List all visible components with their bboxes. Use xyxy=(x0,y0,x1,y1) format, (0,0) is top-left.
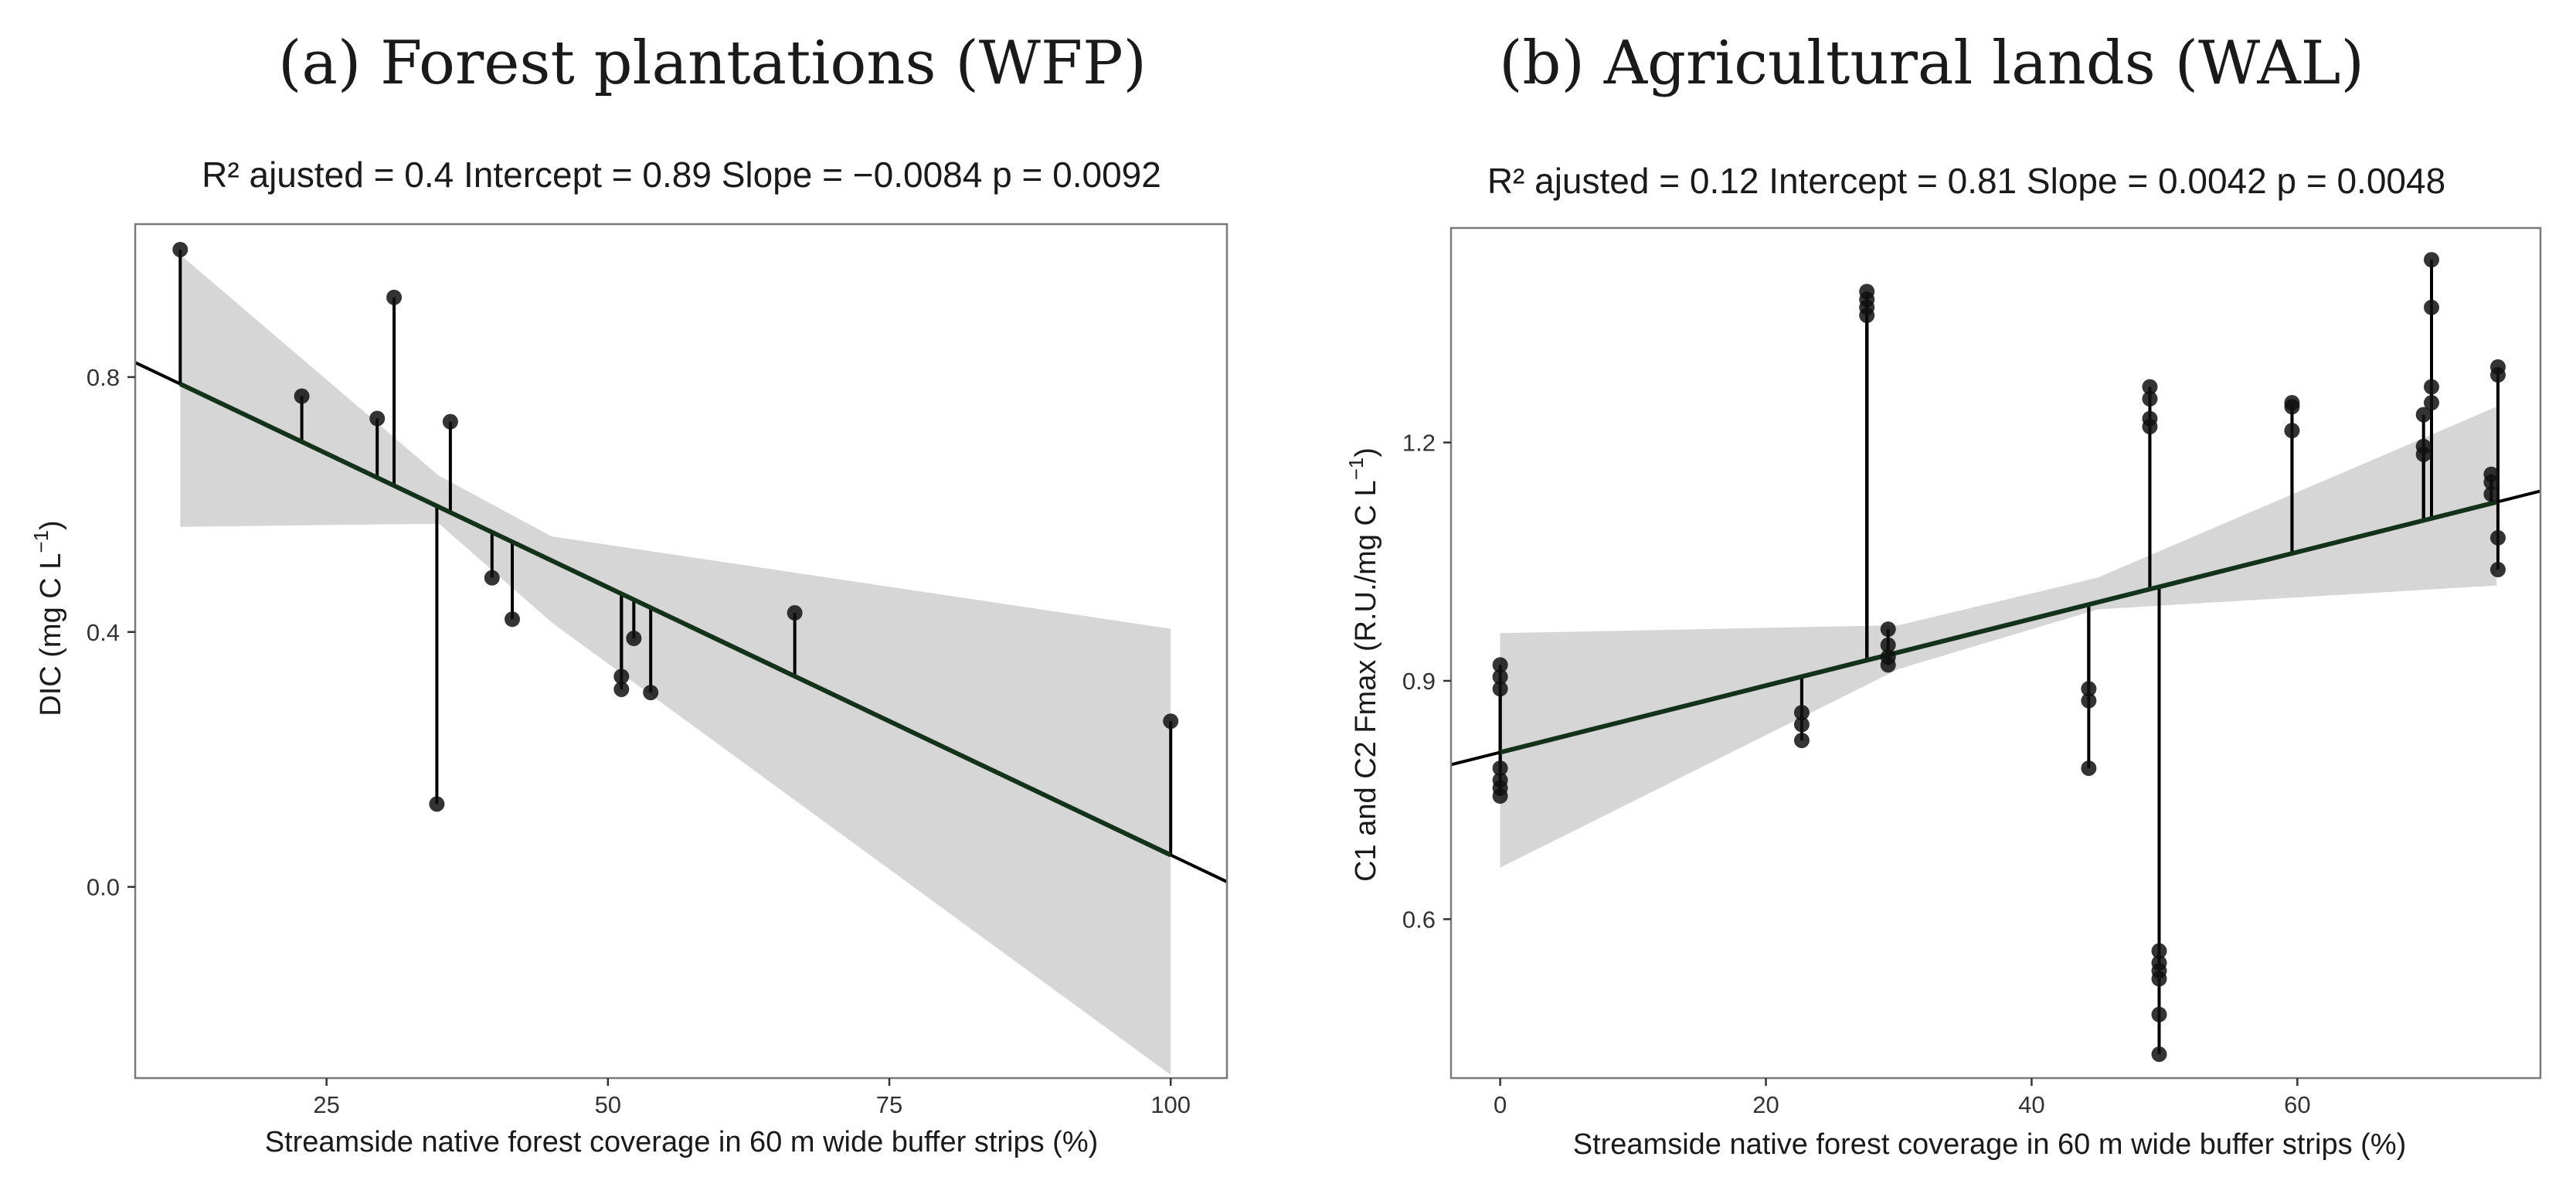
y-tick-label: 0.6 xyxy=(1402,906,1436,933)
data-point xyxy=(626,631,642,647)
y-axis-label-close: ) xyxy=(35,520,67,530)
data-point xyxy=(2284,399,2300,415)
data-point xyxy=(2489,562,2506,578)
y-tick-label: 0.8 xyxy=(87,364,120,391)
data-point xyxy=(386,289,403,305)
data-point xyxy=(369,410,386,427)
x-axis-label: Streamside native forest coverage in 60 … xyxy=(1573,1128,2407,1161)
y-axis-label-exponent: −1 xyxy=(29,530,53,553)
data-point xyxy=(2151,1046,2167,1063)
data-point xyxy=(1880,637,1896,653)
data-point xyxy=(1793,716,1810,733)
data-point xyxy=(2489,529,2506,546)
panel-title: (a) Forest plantations (WFP) xyxy=(278,29,1147,98)
data-point xyxy=(2151,971,2167,987)
panel-agricultural-lands: (b) Agricultural lands (WAL) R² ajusted … xyxy=(1344,29,2542,1161)
x-tick-label: 100 xyxy=(1150,1091,1191,1118)
plot-area: 25 50 75 100 0.0 0.4 0.8 xyxy=(87,223,1229,1118)
data-point xyxy=(2081,681,2097,697)
data-point xyxy=(172,241,189,257)
data-point xyxy=(2284,423,2300,439)
data-point xyxy=(1492,788,1508,805)
plot-area: 0 20 40 60 0.6 0.9 1.2 xyxy=(1402,226,2542,1118)
data-point xyxy=(1793,705,1810,721)
data-point xyxy=(2142,419,2158,435)
y-axis-label-exponent: −1 xyxy=(1344,458,1368,481)
y-tick-label: 0.4 xyxy=(87,619,120,646)
confidence-band xyxy=(180,254,1171,1075)
data-point xyxy=(484,570,500,586)
data-point xyxy=(2424,299,2439,315)
y-tick-label: 0.9 xyxy=(1402,668,1436,695)
x-tick-label: 60 xyxy=(2284,1091,2310,1118)
data-point xyxy=(1492,657,1508,673)
data-point xyxy=(2489,367,2506,383)
data-point xyxy=(613,668,630,685)
data-point xyxy=(2424,379,2439,395)
data-point xyxy=(294,388,310,404)
data-point xyxy=(2415,446,2432,462)
x-axis-label: Streamside native forest coverage in 60 … xyxy=(265,1126,1099,1158)
regression-stats: R² ajusted = 0.12 Intercept = 0.81 Slope… xyxy=(1487,161,2445,201)
regression-stats: R² ajusted = 0.4 Intercept = 0.89 Slope … xyxy=(202,155,1161,195)
data-point xyxy=(1492,668,1508,685)
data-point xyxy=(1492,760,1508,777)
data-point xyxy=(2483,474,2500,490)
data-point xyxy=(2483,486,2500,502)
plot-frame xyxy=(1449,226,2542,1080)
data-point xyxy=(2081,692,2097,709)
data-point xyxy=(2142,391,2158,407)
data-point xyxy=(1793,733,1810,749)
data-point xyxy=(429,796,445,812)
x-tick-label: 25 xyxy=(313,1091,339,1118)
data-point xyxy=(442,413,458,430)
confidence-band xyxy=(1500,407,2497,868)
x-tick-label: 50 xyxy=(595,1091,621,1118)
data-point xyxy=(2151,1006,2167,1022)
data-point xyxy=(2424,395,2439,411)
fitted-line-segment xyxy=(1499,499,2497,755)
data-point xyxy=(643,685,659,701)
y-axis-label: DIC (mg C L−1) xyxy=(29,520,67,716)
x-tick-label: 75 xyxy=(876,1091,902,1118)
plot-frame xyxy=(134,223,1229,1080)
data-point xyxy=(1859,308,1875,324)
data-point xyxy=(1492,681,1508,697)
data-point xyxy=(2142,379,2158,395)
x-tick-label: 40 xyxy=(2018,1091,2044,1118)
data-point xyxy=(1880,621,1896,638)
panel-forest-plantations: (a) Forest plantations (WFP) R² ajusted … xyxy=(29,29,1229,1158)
data-point xyxy=(2424,252,2439,268)
y-axis-label-main: C1 and C2 Fmax (R.U./mg C L xyxy=(1350,480,1382,881)
y-tick-label: 1.2 xyxy=(1402,430,1436,457)
data-point xyxy=(613,681,630,697)
y-tick-label: 0.0 xyxy=(87,874,120,901)
data-point xyxy=(2151,943,2167,959)
data-point xyxy=(1880,657,1896,673)
y-axis-label: C1 and C2 Fmax (R.U./mg C L−1) xyxy=(1344,447,1382,882)
data-point xyxy=(787,605,803,621)
fitted-line-segment xyxy=(178,382,1172,858)
data-point xyxy=(2081,760,2097,777)
x-tick-label: 20 xyxy=(1752,1091,1779,1118)
y-axis-label-main: DIC (mg C L xyxy=(35,553,67,716)
panel-title: (b) Agricultural lands (WAL) xyxy=(1499,29,2364,98)
data-point xyxy=(2415,407,2432,423)
x-tick-label: 0 xyxy=(1494,1091,1507,1118)
data-point xyxy=(1163,713,1179,730)
y-axis-label-close: ) xyxy=(1350,447,1382,458)
data-point xyxy=(504,611,520,628)
